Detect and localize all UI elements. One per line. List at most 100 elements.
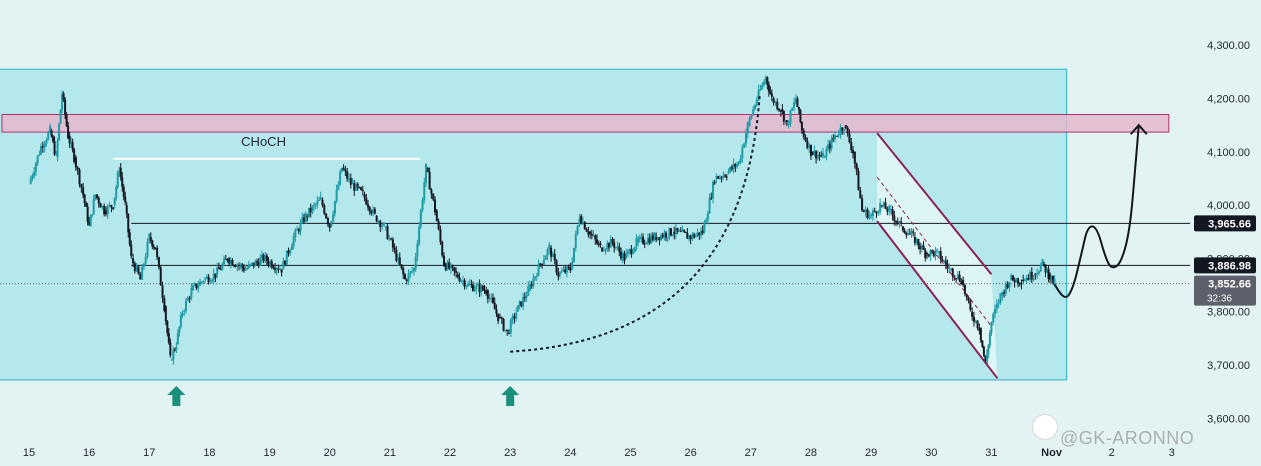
- candle-body: [718, 177, 721, 179]
- candle-body: [455, 271, 458, 273]
- candle-body: [1032, 278, 1035, 280]
- candle-body: [55, 153, 58, 155]
- candle-body: [270, 261, 273, 268]
- candle-body: [78, 169, 81, 185]
- candle-body: [209, 281, 212, 283]
- candle-body: [221, 264, 224, 270]
- candle-body: [325, 213, 328, 219]
- candle-body: [646, 237, 649, 244]
- candle-body: [816, 155, 819, 159]
- candle-body: [1050, 275, 1053, 280]
- candle-body: [888, 206, 891, 212]
- candle-body: [516, 305, 519, 312]
- channel-mid-line: [876, 176, 992, 327]
- candle-body: [1018, 283, 1021, 285]
- candle-body: [1022, 279, 1025, 282]
- candle-body: [703, 222, 706, 232]
- candle-body: [722, 175, 725, 178]
- candle-body: [763, 82, 766, 85]
- candle-body: [625, 253, 628, 259]
- candle-body: [525, 295, 528, 298]
- candle-body: [432, 193, 435, 200]
- candle-body: [1029, 272, 1032, 280]
- candle-body: [179, 315, 182, 327]
- candle-body: [908, 233, 911, 235]
- candle-body: [852, 150, 855, 154]
- candle-body: [910, 231, 913, 234]
- candle-body: [405, 279, 408, 282]
- candle-body: [197, 285, 200, 289]
- candle-body: [602, 250, 605, 252]
- candle-body: [580, 215, 583, 224]
- candle-body: [895, 220, 898, 222]
- candle-body: [585, 229, 588, 232]
- candle-body: [264, 255, 267, 259]
- candle-body: [319, 197, 322, 200]
- candle-body: [946, 264, 949, 269]
- candle-body: [204, 278, 207, 280]
- y-tick-label: 3,600.00: [1207, 413, 1250, 425]
- channel-upper-line: [876, 132, 993, 276]
- candle-body: [774, 101, 777, 103]
- x-tick-label: 18: [203, 447, 215, 459]
- candle-body: [493, 302, 496, 310]
- candle-body: [698, 232, 701, 236]
- candle-body: [542, 259, 545, 265]
- candle-body: [759, 89, 762, 91]
- candle-body: [656, 237, 659, 240]
- candle-body: [397, 257, 400, 261]
- candle-body: [161, 285, 164, 299]
- candle-body: [360, 187, 363, 191]
- candle-body: [754, 105, 757, 109]
- candle-body: [835, 135, 838, 137]
- candle-body: [693, 234, 696, 238]
- candle-body: [434, 199, 437, 213]
- candle-body: [623, 253, 626, 261]
- candle-body: [922, 245, 925, 250]
- candle-body: [673, 231, 676, 235]
- candle-body: [412, 268, 415, 272]
- candle-body: [720, 177, 723, 179]
- candle-body: [544, 256, 547, 260]
- candle-body: [465, 285, 468, 287]
- candle-body: [630, 249, 633, 254]
- candle-body: [282, 260, 285, 270]
- y-tick-label: 4,200.00: [1207, 94, 1250, 106]
- candle-body: [91, 214, 94, 216]
- candle-body: [216, 267, 219, 275]
- candle-body: [743, 143, 746, 148]
- x-tick-label: 20: [324, 447, 336, 459]
- candle-body: [47, 132, 50, 140]
- candle-body: [85, 202, 88, 207]
- candle-body: [950, 268, 953, 270]
- candle-body: [128, 232, 131, 245]
- candle-body: [74, 157, 77, 168]
- candle-body: [229, 260, 232, 264]
- candle-body: [686, 232, 689, 239]
- candle-body: [198, 281, 201, 286]
- candle-body: [239, 264, 242, 266]
- candle-body: [463, 280, 466, 287]
- x-tick-label: 17: [143, 447, 155, 459]
- candle-body: [108, 205, 111, 207]
- y-tick-label: 4,100.00: [1207, 147, 1250, 159]
- candle-body: [234, 265, 237, 267]
- candle-body: [144, 256, 147, 264]
- candle-body: [337, 184, 340, 190]
- candle-body: [262, 254, 265, 262]
- current-price-tag-countdown: 32:36: [1207, 294, 1232, 305]
- candle-body: [850, 142, 853, 151]
- candle-body: [133, 263, 136, 272]
- candle-body: [699, 230, 702, 236]
- candle-body: [861, 198, 864, 211]
- candle-body: [796, 98, 799, 107]
- candle-body: [488, 298, 491, 300]
- current-price-tag: 3,852.66: [1208, 279, 1251, 291]
- candle-body: [608, 243, 611, 248]
- candle-body: [875, 211, 878, 214]
- up-arrow-icon-1: [167, 386, 186, 406]
- candle-body: [423, 182, 426, 200]
- candle-body: [231, 260, 234, 266]
